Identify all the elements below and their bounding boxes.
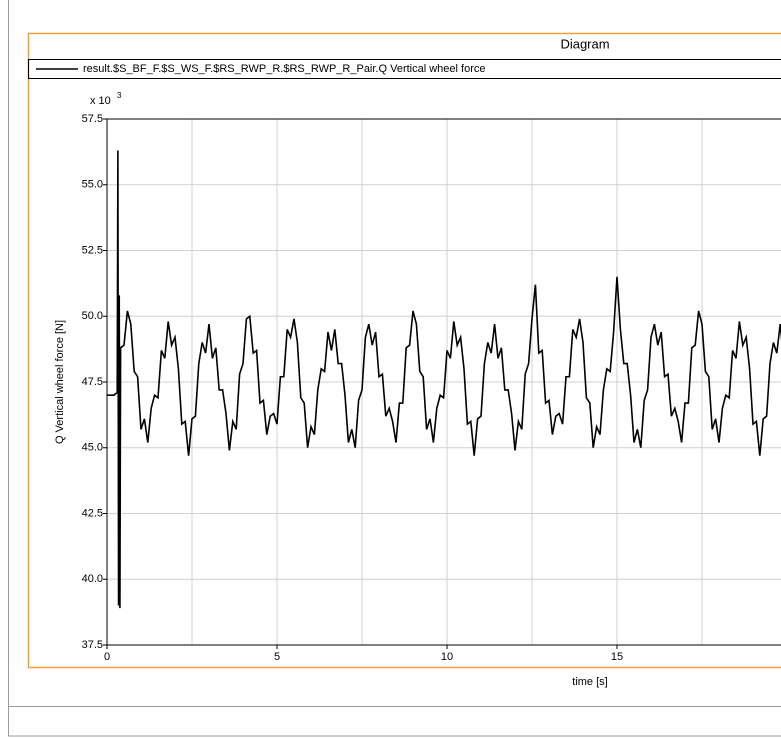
x-axis-label: time [s]	[572, 676, 607, 688]
y-multiplier-exponent: 3	[117, 91, 122, 100]
chart-title: Diagram	[560, 36, 609, 51]
y-tick-label: 37.5	[82, 639, 103, 651]
y-tick-label: 57.5	[82, 113, 103, 125]
legend-label: result.$S_BF_F.$S_WS_F.$RS_RWP_R.$RS_RWP…	[83, 63, 485, 75]
x-tick-label: 15	[611, 651, 623, 663]
data-line	[107, 150, 781, 609]
y-tick-label: 55.0	[82, 179, 103, 191]
y-multiplier: x 10	[90, 95, 111, 107]
y-tick-label: 52.5	[82, 244, 103, 256]
plot-border	[106, 118, 781, 646]
x-tick-label: 10	[441, 651, 453, 663]
plot-area: 37.5 40.0 42.5 45.0 47.5 50.0 52.5 55.0 57.5 0 5 10…	[82, 113, 781, 663]
y-tick-label: 45.0	[82, 442, 103, 454]
y-tick-label: 40.0	[82, 573, 103, 585]
y-tick-label: 50.0	[82, 310, 103, 322]
x-tick-label: 5	[274, 651, 280, 663]
y-axis-label: Q Vertical wheel force [N]	[54, 320, 66, 444]
y-tick-label: 42.5	[82, 507, 103, 519]
x-tick-label: 0	[104, 651, 110, 663]
y-tick-label: 47.5	[82, 376, 103, 388]
legend-box	[28, 59, 781, 79]
